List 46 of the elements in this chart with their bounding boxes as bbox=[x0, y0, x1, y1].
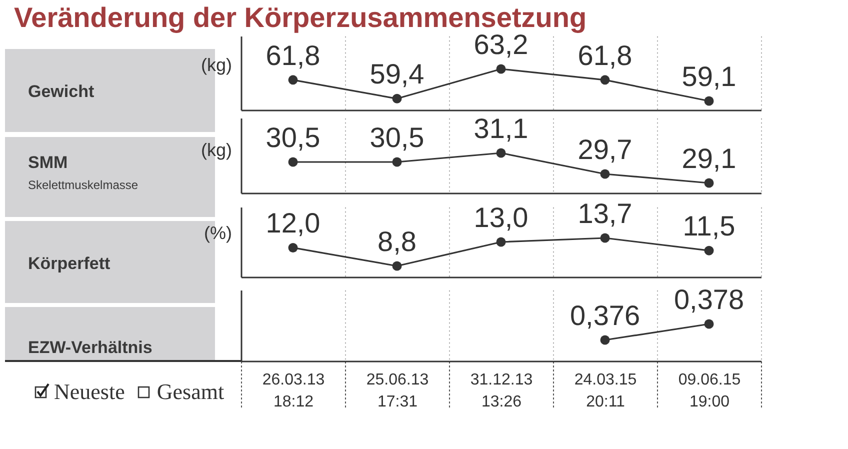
text: (kg) bbox=[201, 55, 232, 75]
text: (%) bbox=[204, 223, 232, 243]
text: Neueste bbox=[54, 379, 125, 404]
y-axis-title: SMM bbox=[28, 153, 68, 173]
data-label: 30,5 bbox=[370, 122, 424, 153]
point bbox=[288, 157, 298, 167]
data-label: 59,1 bbox=[682, 61, 736, 92]
x-tick-label: 24.03.15 20:11 bbox=[574, 372, 637, 410]
data-label: 0,378 bbox=[674, 284, 744, 315]
point bbox=[704, 246, 714, 256]
data-label: 29,7 bbox=[578, 134, 632, 165]
x-tick-label: 09.06.15 19:00 bbox=[678, 372, 741, 410]
point bbox=[392, 94, 402, 104]
data-label: 12,0 bbox=[266, 208, 320, 239]
point bbox=[600, 233, 610, 243]
point bbox=[496, 237, 506, 247]
point bbox=[288, 242, 298, 252]
data-label: 11,5 bbox=[682, 210, 736, 242]
x-tick-label: 31.12.13 13:26 bbox=[470, 372, 533, 410]
y-axis-title: Gewicht bbox=[28, 82, 94, 102]
x-tick-label: 26.03.13 18:12 bbox=[262, 372, 325, 410]
point bbox=[288, 75, 298, 85]
text: Skelettmuskelmasse bbox=[28, 178, 138, 192]
point bbox=[704, 96, 714, 106]
x-tick-label: 25.06.13 17:31 bbox=[366, 372, 429, 410]
y-axis-title: EZW-Verhältnis bbox=[28, 338, 152, 358]
point bbox=[600, 75, 610, 85]
data-label: 61,8 bbox=[266, 40, 320, 71]
point bbox=[392, 157, 402, 167]
y-axis-title: Körperfett bbox=[28, 254, 110, 274]
point bbox=[600, 169, 610, 179]
text: (kg) bbox=[201, 140, 232, 160]
data-label: 30,5 bbox=[266, 122, 320, 153]
data-label: 29,1 bbox=[682, 143, 736, 174]
data-label: 8,8 bbox=[378, 226, 416, 257]
text: Gesamt bbox=[156, 379, 224, 404]
data-label: 61,8 bbox=[578, 40, 632, 71]
data-label: 13,7 bbox=[578, 198, 632, 229]
point bbox=[704, 178, 714, 188]
data-label: 59,4 bbox=[370, 58, 424, 90]
point bbox=[496, 148, 506, 158]
data-label: 13,0 bbox=[474, 202, 528, 233]
data-label: 0,376 bbox=[570, 300, 640, 331]
point bbox=[392, 261, 402, 271]
data-label: 31,1 bbox=[474, 113, 528, 144]
point bbox=[496, 64, 506, 74]
